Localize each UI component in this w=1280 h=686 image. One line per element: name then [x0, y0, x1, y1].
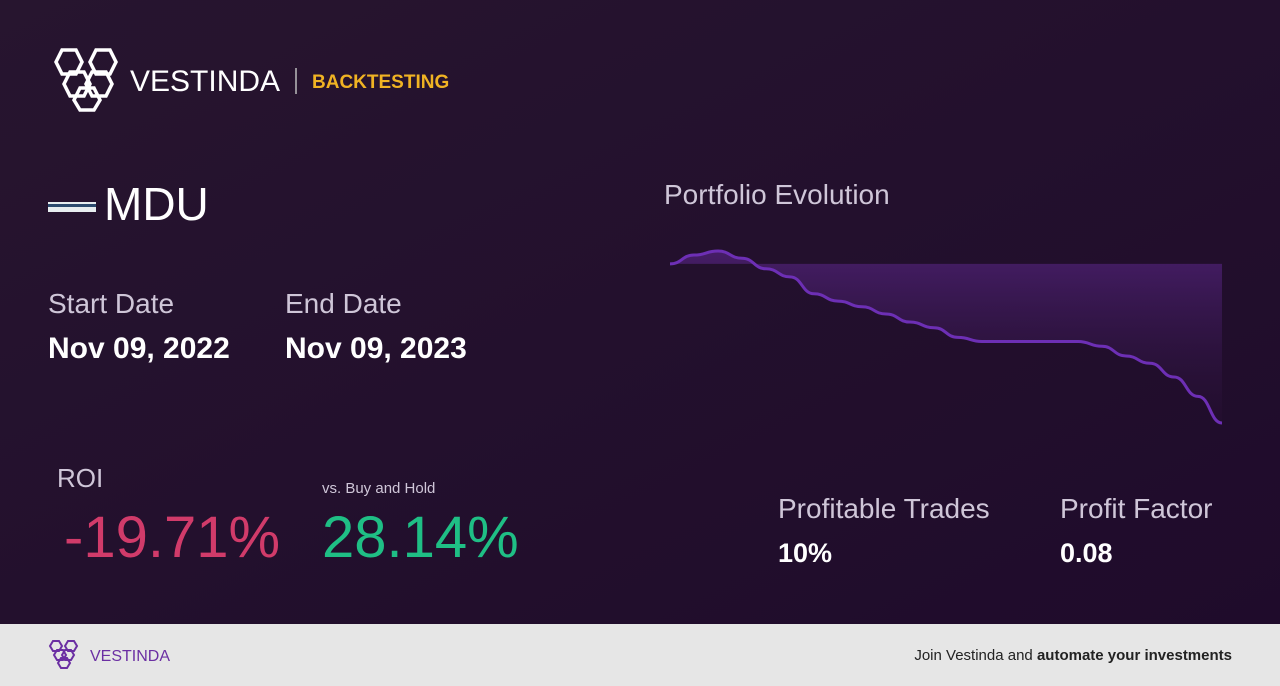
profitable-trades-label: Profitable Trades [778, 493, 990, 524]
footer-logo [48, 640, 79, 669]
profit-factor-value: 0.08 [1060, 538, 1113, 568]
cta-bold: automate your investments [1037, 647, 1232, 664]
section: BACKTESTING [312, 72, 449, 93]
footer-cta: Join Vestinda and automate your investme… [914, 647, 1232, 664]
buy-hold-label: vs. Buy and Hold [322, 480, 435, 497]
start-date: Nov 09, 2022 [48, 332, 230, 365]
end-date: Nov 09, 2023 [285, 332, 467, 365]
profit-factor-label: Profit Factor [1060, 493, 1212, 524]
buy-hold-value: 28.14% [322, 505, 519, 570]
chart-area [669, 249, 1223, 425]
brand: VESTINDA [130, 65, 280, 98]
portfolio-line [669, 249, 1223, 425]
end-date-label: End Date [285, 288, 402, 319]
roi-value: -19.71% [64, 505, 280, 570]
area-fill [670, 251, 1222, 423]
footer-brand: VESTINDA [90, 648, 170, 665]
cta-prefix: Join Vestinda and [914, 647, 1032, 664]
profitable-trades-value: 10% [778, 538, 832, 568]
ticker-logo-stripe [48, 204, 96, 207]
footer-bar [0, 624, 1280, 686]
start-date-label: Start Date [48, 288, 174, 319]
roi-label: ROI [57, 463, 103, 493]
logo [54, 48, 118, 112]
chart-title: Portfolio Evolution [664, 179, 890, 210]
ticker: MDU [104, 178, 209, 230]
